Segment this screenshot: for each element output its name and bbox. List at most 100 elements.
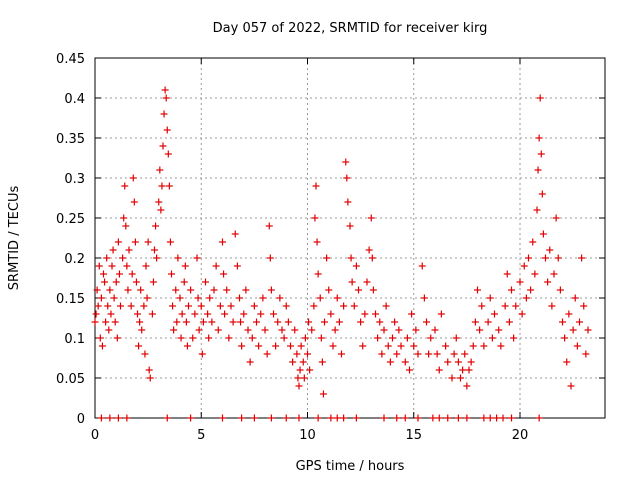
- data-point: [350, 302, 358, 310]
- data-point: [160, 110, 168, 118]
- data-point: [135, 342, 143, 350]
- data-point: [512, 302, 520, 310]
- data-point: [301, 334, 309, 342]
- data-point: [548, 302, 556, 310]
- data-point: [108, 262, 116, 270]
- data-point: [168, 270, 175, 278]
- data-point: [125, 246, 133, 254]
- data-point: [156, 166, 164, 174]
- data-point: [333, 294, 341, 302]
- data-point: [210, 286, 218, 294]
- data-point: [486, 294, 494, 302]
- data-point: [236, 294, 243, 302]
- data-point: [161, 86, 169, 94]
- data-point: [380, 326, 388, 334]
- data-point: [471, 318, 479, 326]
- data-point: [414, 414, 422, 422]
- data-point: [505, 318, 513, 326]
- data-point: [164, 150, 172, 158]
- data-point: [111, 318, 119, 326]
- data-point: [191, 310, 199, 318]
- data-point: [452, 334, 460, 342]
- data-point: [227, 302, 235, 310]
- data-point: [250, 302, 258, 310]
- data-point: [107, 310, 115, 318]
- data-point: [527, 286, 535, 294]
- data-point: [219, 414, 226, 422]
- data-point: [197, 302, 205, 310]
- data-point: [363, 278, 371, 286]
- data-point: [552, 214, 560, 222]
- x-tick-label: 15: [405, 428, 422, 443]
- data-point: [347, 254, 355, 262]
- data-point: [318, 358, 326, 366]
- data-point: [484, 318, 492, 326]
- data-point: [291, 326, 299, 334]
- data-point: [92, 310, 100, 318]
- data-point: [314, 270, 322, 278]
- data-point: [162, 94, 170, 102]
- data-point: [444, 358, 452, 366]
- data-point: [335, 318, 343, 326]
- data-point: [155, 198, 163, 206]
- data-point: [282, 302, 290, 310]
- data-point: [159, 142, 167, 150]
- data-point: [412, 326, 420, 334]
- data-point: [305, 318, 313, 326]
- data-point: [143, 294, 151, 302]
- data-point: [435, 366, 443, 374]
- data-point: [317, 334, 325, 342]
- data-point: [101, 278, 109, 286]
- data-point: [582, 350, 590, 358]
- data-point: [476, 326, 484, 334]
- data-point: [238, 414, 246, 422]
- data-point: [152, 222, 160, 230]
- data-point: [114, 414, 122, 422]
- data-point: [571, 294, 579, 302]
- data-point: [457, 374, 464, 382]
- data-point: [578, 254, 586, 262]
- data-point: [278, 326, 286, 334]
- data-point: [110, 294, 118, 302]
- data-point: [95, 262, 103, 270]
- data-point: [580, 302, 588, 310]
- data-point: [480, 342, 488, 350]
- data-point: [550, 270, 558, 278]
- data-point: [231, 230, 239, 238]
- data-point: [406, 366, 413, 374]
- data-point: [342, 158, 350, 166]
- data-point: [134, 310, 141, 318]
- data-point: [221, 310, 229, 318]
- data-point: [444, 414, 452, 422]
- data-point: [319, 390, 327, 398]
- chart-title: Day 057 of 2022, SRMTID for receiver kir…: [213, 21, 488, 36]
- data-point: [138, 326, 146, 334]
- data-point: [180, 278, 188, 286]
- data-point: [584, 326, 592, 334]
- x-tick-label: 20: [512, 428, 529, 443]
- data-point: [297, 342, 305, 350]
- data-point: [437, 310, 445, 318]
- data-point: [331, 326, 339, 334]
- data-point: [493, 414, 501, 422]
- data-point: [491, 310, 498, 318]
- data-point: [96, 334, 104, 342]
- data-point: [151, 246, 158, 254]
- data-point: [170, 326, 178, 334]
- data-point: [130, 198, 138, 206]
- data-point: [423, 318, 430, 326]
- data-point: [327, 310, 335, 318]
- data-point: [195, 326, 203, 334]
- data-point: [323, 254, 331, 262]
- data-point: [559, 318, 566, 326]
- data-point: [327, 414, 335, 422]
- data-point: [205, 334, 213, 342]
- data-point: [348, 278, 356, 286]
- y-tick-label: 0.25: [56, 212, 85, 227]
- data-point: [561, 334, 569, 342]
- data-point: [187, 414, 195, 422]
- data-point: [115, 270, 123, 278]
- data-point: [296, 366, 304, 374]
- data-point: [516, 278, 524, 286]
